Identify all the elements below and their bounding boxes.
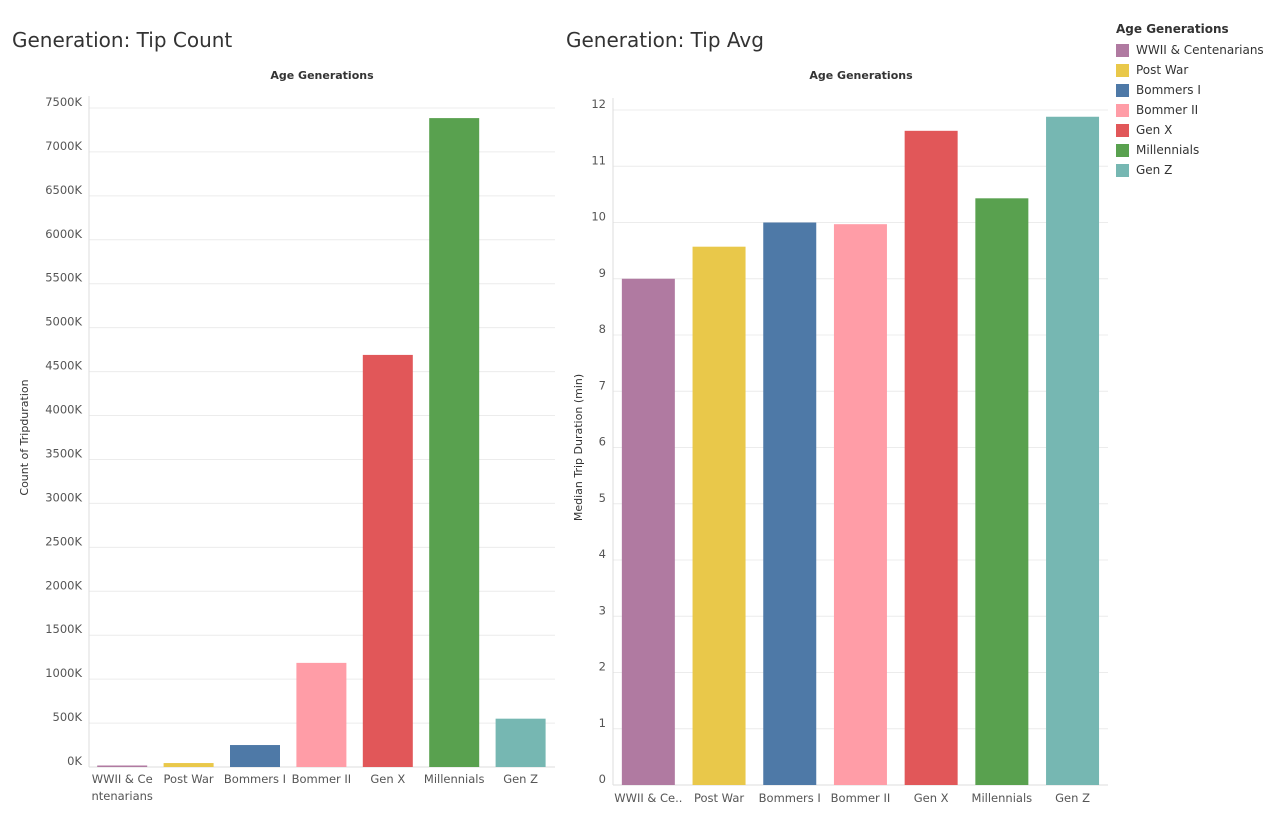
x-tick-label: Bommers I <box>224 772 286 786</box>
y-tick-label: 8 <box>599 322 606 336</box>
y-tick-label: 12 <box>591 97 606 111</box>
y-tick-label: 0 <box>599 772 606 786</box>
legend-swatch <box>1116 103 1129 117</box>
bar-bommer-ii <box>833 224 887 785</box>
legend: Age Generations WWII & Centenarians Post … <box>1116 22 1264 180</box>
legend-swatch <box>1116 143 1129 157</box>
x-tick-label: Gen Z <box>1055 791 1090 805</box>
bar-gen-z <box>1046 116 1100 785</box>
x-tick-label: Gen X <box>914 791 949 805</box>
y-tick-label: 2500K <box>45 534 82 548</box>
x-tick-label: ntenarians <box>91 789 152 803</box>
y-tick-label: 3500K <box>45 446 82 460</box>
legend-title: Age Generations <box>1116 22 1229 36</box>
x-tick-label: Gen X <box>370 772 405 786</box>
chart-title-tip-avg: Generation: Tip Avg <box>566 28 764 52</box>
legend-swatch <box>1116 123 1129 137</box>
y-tick-label: 6 <box>599 435 606 449</box>
y-tick-label: 4000K <box>45 403 82 417</box>
bar-bommers-i <box>763 222 817 785</box>
bar-wwii-centenarians <box>621 278 675 785</box>
legend-label: Post War <box>1136 63 1189 77</box>
legend-label: Gen Z <box>1136 163 1173 177</box>
y-tick-label: 5 <box>599 491 606 505</box>
legend-item[interactable]: Bommers I <box>1116 80 1264 100</box>
y-tick-label: 6000K <box>45 227 82 241</box>
x-tick-label: Millennials <box>424 772 485 786</box>
y-tick-label: 5500K <box>45 271 82 285</box>
y-tick-label: 0K <box>67 754 82 768</box>
y-tick-label: 4500K <box>45 359 82 373</box>
y-tick-label: 1000K <box>45 666 82 680</box>
legend-label: Bommer II <box>1136 103 1199 117</box>
y-tick-label: 2 <box>599 660 606 674</box>
bar-gen-x <box>904 130 958 785</box>
y-tick-label: 1 <box>599 716 606 730</box>
legend-label: Gen X <box>1136 123 1173 137</box>
bar-gen-z <box>495 718 546 767</box>
y-tick-label: 4 <box>599 547 606 561</box>
x-tick-label: Gen Z <box>503 772 538 786</box>
bar-gen-x <box>362 354 413 767</box>
legend-item[interactable]: WWII & Centenarians <box>1116 40 1264 60</box>
y-tick-label: 3 <box>599 603 606 617</box>
bar-post-war <box>692 246 746 785</box>
y-tick-label: 500K <box>53 710 83 724</box>
bar-wwii-centenarians <box>97 765 148 767</box>
tip-count-chart: Age Generations 0K 500K 1000K 1500K 2000K 2500… <box>18 69 555 803</box>
y-axis-title: Count of Tripduration <box>18 379 31 495</box>
legend-swatch <box>1116 43 1129 57</box>
legend-label: Millennials <box>1136 143 1200 157</box>
bar-post-war <box>163 763 214 767</box>
y-tick-label: 11 <box>591 153 606 167</box>
bar-bommer-ii <box>296 662 347 767</box>
x-tick-label: Bommer II <box>831 791 891 805</box>
x-tick-label: Bommer II <box>292 772 352 786</box>
bar-millennials <box>975 198 1029 785</box>
y-axis-title: Median Trip Duration (min) <box>572 374 585 521</box>
y-tick-label: 7 <box>599 378 606 392</box>
x-tick-label: WWII & Ce <box>92 772 153 786</box>
y-tick-label: 10 <box>591 210 606 224</box>
legend-label: Bommers I <box>1136 83 1201 97</box>
x-tick-label: Bommers I <box>759 791 821 805</box>
legend-item[interactable]: Post War <box>1116 60 1264 80</box>
x-tick-label: Millennials <box>972 791 1033 805</box>
y-tick-label: 3000K <box>45 490 82 504</box>
legend-swatch <box>1116 83 1129 97</box>
x-tick-label: Post War <box>694 791 744 805</box>
legend-item[interactable]: Millennials <box>1116 140 1264 160</box>
legend-swatch <box>1116 63 1129 77</box>
column-header: Age Generations <box>809 69 913 82</box>
y-tick-label: 7500K <box>45 95 82 109</box>
y-tick-label: 5000K <box>45 315 82 329</box>
legend-swatch <box>1116 163 1129 177</box>
chart-title-tip-count: Generation: Tip Count <box>12 28 233 52</box>
y-tick-label: 9 <box>599 266 606 280</box>
y-tick-label: 6500K <box>45 183 82 197</box>
legend-item[interactable]: Gen X <box>1116 120 1264 140</box>
legend-item[interactable]: Bommer II <box>1116 100 1264 120</box>
y-tick-label: 7000K <box>45 139 82 153</box>
x-tick-label: WWII & Ce.. <box>614 791 682 805</box>
legend-label: WWII & Centenarians <box>1136 43 1264 57</box>
bar-bommers-i <box>230 745 280 767</box>
legend-item[interactable]: Gen Z <box>1116 160 1264 180</box>
y-tick-label: 2000K <box>45 578 82 592</box>
bar-millennials <box>429 118 480 767</box>
column-header: Age Generations <box>270 69 374 82</box>
x-tick-label: Post War <box>164 772 214 786</box>
y-tick-label: 1500K <box>45 622 82 636</box>
